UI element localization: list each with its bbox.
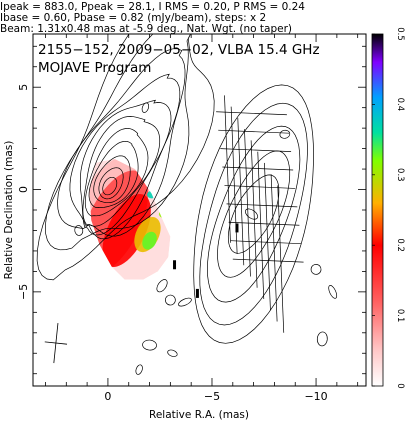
noise-contour [74,225,84,236]
grid-line [224,185,296,189]
axis-ticks [33,34,366,386]
stokes-i-contour [88,140,139,208]
noise-contour [316,331,328,347]
plot-frame [32,33,367,387]
chart-title: 2155−152, 2009−05−02, VLBA 15.4 GHz [38,42,320,58]
plot-area [32,33,367,387]
y-tick-label: 5 [17,84,30,91]
x-axis-label: Relative R.A. (mas) [149,409,249,421]
polarization-level [102,193,151,267]
noise-contour [310,263,322,275]
stokes-i-contour [84,128,149,217]
y-tick-label: 0 [17,186,30,193]
grid-line [250,140,258,288]
stokes-i-contour [69,73,181,240]
colorbar-gradient [371,33,384,387]
stokes-i-contour [102,176,118,196]
colorbar-tick-label: 0.1 [395,309,405,323]
noise-contour [156,279,168,293]
colorbar-tick-label: 0.2 [395,238,405,252]
noise-contour [167,349,178,357]
stokes-i-contour [57,48,186,237]
grid-line [232,258,304,263]
x-tick-label: −5 [204,390,220,403]
x-tick-labels: 0 −5 −10 [104,390,327,403]
header-line-1: Ipeak = 883.0, Ppeak = 28.1, I RMS = 0.2… [0,1,305,13]
grid-line [277,185,285,333]
header-line-2: Ibase = 0.60, Pbase = 0.82 (mJy/beam), s… [0,12,266,24]
noise-contour [141,102,150,113]
beam-marker [44,223,239,364]
grid-line [270,174,278,322]
noise-contour [135,364,143,375]
grid-line [244,129,251,277]
y-axis-label: Relative Declination (mas) [3,141,15,280]
polarization-fill [89,158,171,280]
polarization-vector [173,260,177,270]
noise-contour [142,339,157,351]
image-layers [36,34,338,375]
polarization-vector [235,223,239,233]
polarized-intensity-contour [217,150,291,278]
y-tick-label: −5 [17,284,30,300]
header-line-3: Beam: 1.31x0.48 mas at -5.9 deg., Nat. W… [0,23,292,35]
x-tick-label: 0 [104,390,111,403]
colorbar-ticks: 0.5 0.4 0.3 0.2 0.1 0 [372,27,405,389]
noise-contour [279,129,291,139]
grid-line [222,166,294,171]
y-tick-labels: 5 0 −5 [17,84,30,300]
grid-line [228,221,300,226]
noise-contour [165,294,176,306]
grid-line [237,117,245,266]
stokes-i-contour [98,167,124,200]
polarized-intensity-contour [199,102,308,326]
x-tick-label: −10 [304,390,327,403]
colorbar: 0.5 0.4 0.3 0.2 0.1 0 [371,27,405,389]
chart-subtitle: MOJAVE Program [38,60,151,76]
grid-line [224,95,231,243]
polarized-intensity-contour [193,84,314,344]
polarization-level [142,231,157,250]
grid-line [216,111,287,116]
grid-line [257,151,265,300]
polarized-intensity-contours [193,84,314,344]
stokes-i-contour [93,155,131,204]
grid-line [220,148,292,152]
grid-line [226,203,298,208]
polarization-vectors-grid [216,95,304,333]
stokes-i-contour [82,116,161,227]
stokes-i-contour [45,34,191,251]
colorbar-tick-label: 0.5 [395,27,405,41]
polarization-vector [195,288,199,298]
colorbar-tick-label: 0.3 [395,168,405,182]
grid-line [230,240,302,245]
fractional-polarization-map [89,158,171,280]
stokes-i-contours [36,34,338,375]
noise-contour [328,285,338,299]
stokes-i-contour [36,34,215,281]
beam-minor-axis [44,341,68,345]
colorbar-tick-label: 0 [395,383,405,388]
colorbar-tick-label: 0.4 [395,98,405,112]
grid-line [218,129,290,134]
noise-contour [178,297,192,307]
